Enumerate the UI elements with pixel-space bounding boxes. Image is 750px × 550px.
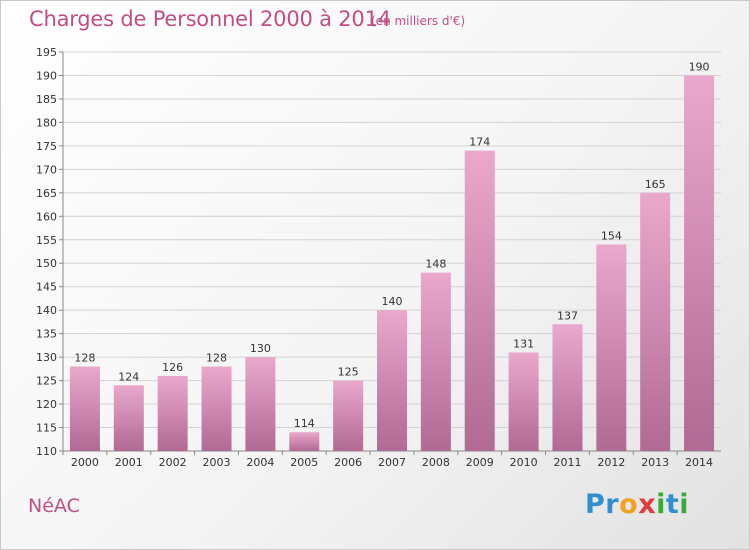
x-tick-label: 2013 — [641, 456, 669, 469]
x-tick-label: 2002 — [159, 456, 187, 469]
x-tick-label: 2000 — [71, 456, 99, 469]
data-label-2004: 130 — [250, 342, 271, 355]
x-tick-label: 2008 — [422, 456, 450, 469]
x-tick-label: 2011 — [553, 456, 581, 469]
y-tick-label: 140 — [36, 304, 57, 317]
bar-2000 — [69, 366, 100, 451]
y-tick-label: 155 — [36, 234, 57, 247]
data-label-2002: 126 — [162, 361, 183, 374]
x-tick-label: 2010 — [510, 456, 538, 469]
logo-letter: o — [619, 489, 639, 520]
bar-2002 — [157, 375, 188, 451]
y-tick-label: 185 — [36, 93, 57, 106]
data-label-2009: 174 — [469, 136, 490, 149]
data-label-2014: 190 — [689, 60, 710, 73]
data-label-2012: 154 — [601, 229, 622, 242]
data-label-2003: 128 — [206, 352, 227, 365]
x-tick-label: 2007 — [378, 456, 406, 469]
bar-2003 — [201, 366, 232, 451]
logo-letter: x — [638, 489, 657, 520]
data-label-2013: 165 — [645, 178, 666, 191]
data-label-2000: 128 — [74, 352, 95, 365]
bar-2010 — [508, 352, 539, 451]
data-label-2005: 114 — [294, 417, 315, 430]
chart-subtitle: (en milliers d'€) — [371, 14, 466, 28]
y-tick-label: 110 — [36, 445, 57, 458]
logo-letter: t — [665, 489, 680, 520]
data-label-2007: 140 — [382, 295, 403, 308]
data-label-2010: 131 — [513, 337, 534, 350]
bar-2008 — [420, 272, 451, 451]
x-tick-label: 2014 — [685, 456, 713, 469]
x-tick-label: 2012 — [597, 456, 625, 469]
logo-letter: r — [605, 489, 620, 520]
data-label-2006: 125 — [338, 366, 359, 379]
logo-letter: i — [656, 489, 666, 520]
y-tick-label: 175 — [36, 140, 57, 153]
chart-title: Charges de Personnel 2000 à 2014 — [29, 7, 391, 31]
y-tick-label: 160 — [36, 210, 57, 223]
logo-letter: i — [679, 489, 690, 520]
x-tick-label: 2005 — [290, 456, 318, 469]
x-tick-label: 2004 — [246, 456, 274, 469]
bar-2004 — [245, 357, 276, 451]
y-tick-label: 135 — [36, 328, 57, 341]
y-tick-label: 170 — [36, 163, 57, 176]
x-tick-label: 2003 — [203, 456, 231, 469]
data-label-2011: 137 — [557, 309, 578, 322]
bar-2012 — [596, 244, 627, 451]
x-tick-label: 2001 — [115, 456, 143, 469]
data-label-2008: 148 — [425, 258, 446, 271]
y-tick-label: 165 — [36, 187, 57, 200]
y-tick-label: 180 — [36, 116, 57, 129]
y-tick-label: 130 — [36, 351, 57, 364]
bars — [69, 75, 715, 452]
y-tick-label: 150 — [36, 257, 57, 270]
labels: 110 115 120 125 130 135 140 145 150 155 160 165 170 1… — [36, 46, 713, 469]
proxiti-logo[interactable]: Proxiti — [585, 489, 689, 520]
data-label-2001: 124 — [118, 370, 139, 383]
y-tick-label: 190 — [36, 69, 57, 82]
bar-2006 — [333, 380, 364, 451]
y-tick-label: 145 — [36, 281, 57, 294]
bar-2011 — [552, 324, 583, 451]
bar-2001 — [113, 385, 144, 451]
y-tick-label: 125 — [36, 375, 57, 388]
bar-2013 — [640, 192, 671, 451]
x-tick-label: 2006 — [334, 456, 362, 469]
y-tick-label: 120 — [36, 398, 57, 411]
bar-2005 — [289, 432, 320, 451]
bar-2007 — [377, 310, 407, 451]
y-tick-label: 115 — [36, 422, 57, 435]
commune-name: NéAC — [28, 495, 80, 517]
bar-2014 — [684, 75, 715, 452]
bar-2009 — [464, 150, 495, 451]
logo-letter: P — [585, 489, 606, 520]
x-tick-label: 2009 — [466, 456, 494, 469]
y-tick-label: 195 — [36, 46, 57, 59]
